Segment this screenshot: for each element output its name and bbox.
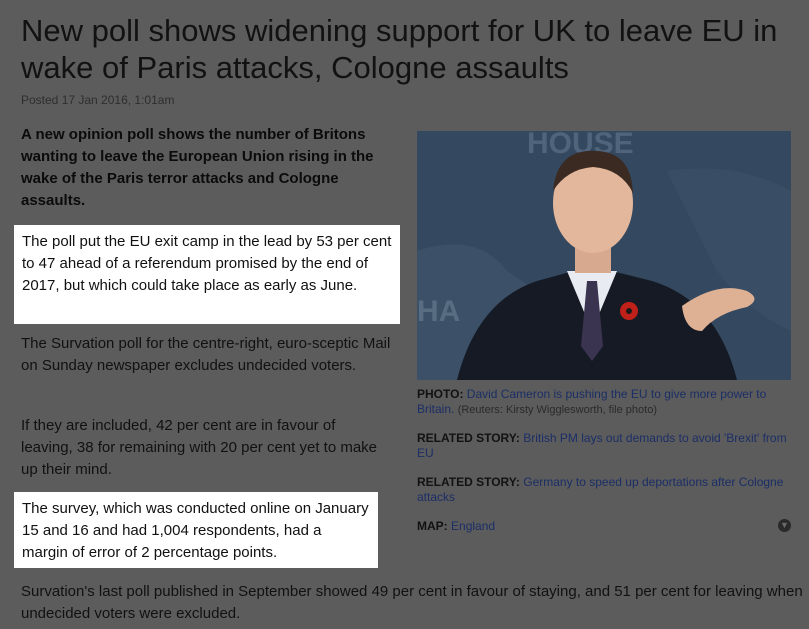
article-title: New poll shows widening support for UK t… (21, 13, 778, 85)
paragraph-2: The Survation poll for the centre-right,… (21, 335, 391, 374)
map-link[interactable]: England (451, 519, 496, 533)
related-story-link[interactable]: Germany to speed up deportations after C… (417, 475, 784, 504)
related-story-link[interactable]: British PM lays out demands to avoid 'Br… (417, 431, 787, 460)
highlighted-paragraph-1: The poll put the EU exit camp in the lea… (14, 225, 400, 324)
article-lead: A new opinion poll shows the number of B… (21, 126, 374, 209)
photo-credit: (Reuters: Kirsty Wigglesworth, file phot… (457, 404, 657, 416)
photo-illustration: HOUSE HA (417, 131, 791, 380)
photo-label: PHOTO: (417, 387, 464, 401)
related-story-2: RELATED STORY: Germany to speed up depor… (417, 475, 793, 505)
posted-date: Posted 17 Jan 2016, 1:01am (21, 93, 175, 107)
svg-text:HA: HA (417, 295, 460, 328)
related-story-label: RELATED STORY: (417, 431, 520, 445)
paragraph-text: The survey, which was conducted online o… (22, 500, 369, 561)
related-story-1: RELATED STORY: British PM lays out deman… (417, 431, 793, 461)
map-row: MAP: England ▼ (417, 519, 793, 533)
photo-caption-link[interactable]: David Cameron is pushing the EU to give … (417, 387, 767, 416)
paragraph-5: Survation's last poll published in Septe… (21, 583, 803, 622)
article-photo[interactable]: HOUSE HA (417, 131, 791, 380)
paragraph-text: The poll put the EU exit camp in the lea… (22, 233, 392, 294)
related-story-label: RELATED STORY: (417, 475, 520, 489)
map-label: MAP: (417, 519, 448, 533)
chevron-down-icon[interactable]: ▼ (778, 519, 791, 532)
highlighted-paragraph-4: The survey, which was conducted online o… (14, 492, 378, 568)
paragraph-3: If they are included, 42 per cent are in… (21, 417, 378, 478)
photo-caption: PHOTO: David Cameron is pushing the EU t… (417, 387, 793, 418)
